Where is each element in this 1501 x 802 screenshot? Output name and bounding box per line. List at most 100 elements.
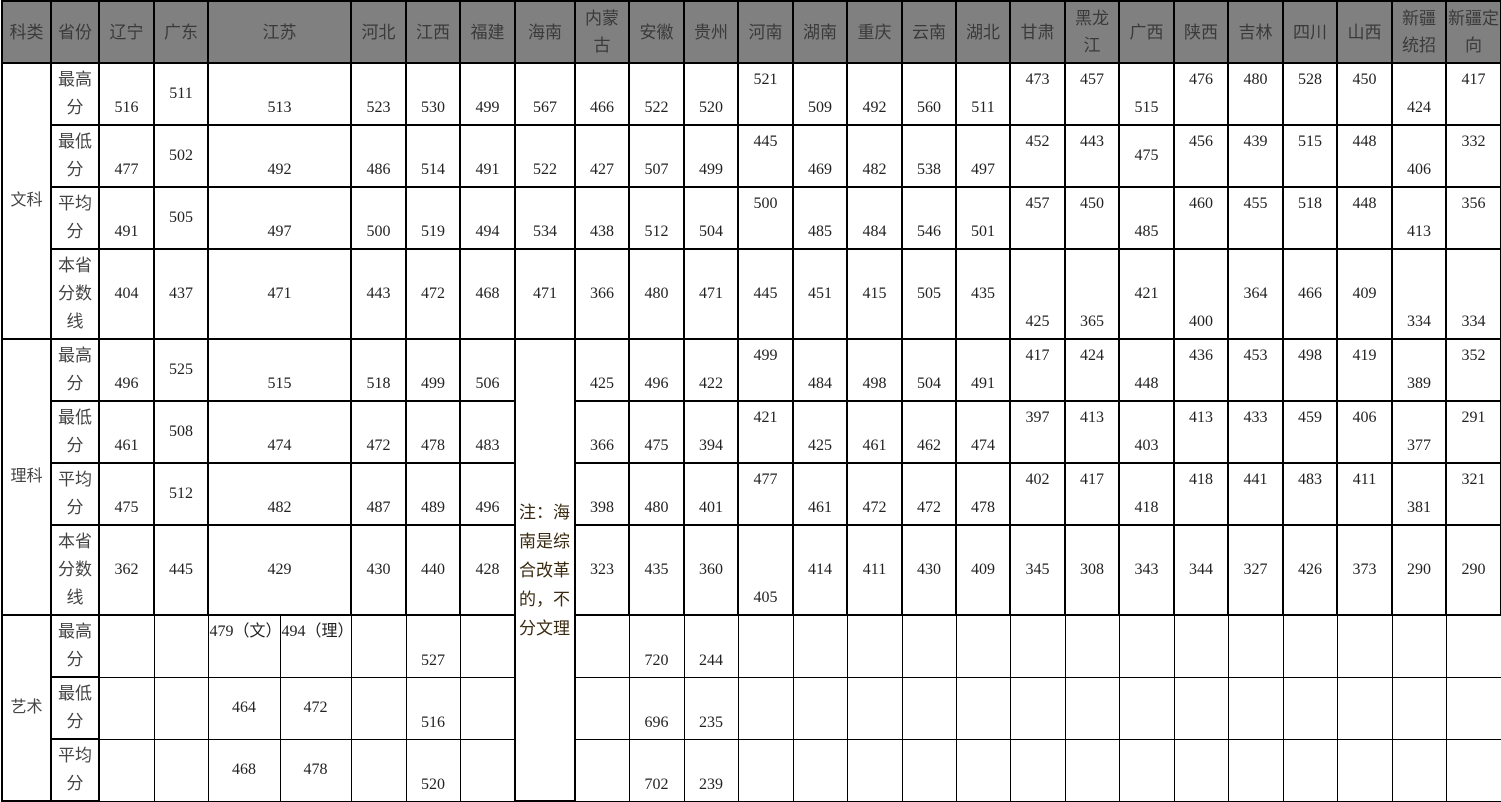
score-cell: 460 <box>1173 186 1229 250</box>
score-cell: 538 <box>901 124 957 188</box>
score-cell: 411 <box>846 524 903 616</box>
score-cell: 435 <box>955 248 1011 340</box>
score-cell-jiangsu-li: 478 <box>279 738 352 802</box>
score-cell: 436 <box>1173 338 1229 402</box>
score-cell <box>350 676 407 740</box>
score-cell <box>792 738 848 802</box>
table-row: 本省分数线 404 437 471 443 472 468 471 366 480 471 445 45… <box>2 248 1501 340</box>
score-cell: 508 <box>153 400 209 464</box>
score-cell: 496 <box>628 338 685 402</box>
score-cell: 425 <box>574 338 630 402</box>
score-cell: 405 <box>737 524 794 616</box>
score-cell: 504 <box>683 186 739 250</box>
score-cell: 507 <box>628 124 685 188</box>
score-cell: 511 <box>955 62 1011 126</box>
score-cell <box>1336 676 1393 740</box>
score-cell: 534 <box>514 186 576 250</box>
score-cell: 505 <box>901 248 957 340</box>
header-province-16: 黑龙江 <box>1064 0 1120 64</box>
score-cell <box>1391 738 1447 802</box>
score-cell: 702 <box>628 738 685 802</box>
score-cell: 499 <box>683 124 739 188</box>
row-label: 最低分 <box>50 400 100 464</box>
score-cell-jiangsu-li: 494（理） <box>279 614 352 678</box>
score-cell: 505 <box>153 186 209 250</box>
hainan-note: 注：海南是综合改革的，不分文理 <box>514 338 576 802</box>
score-cell: 451 <box>792 248 848 340</box>
score-cell: 448 <box>1336 186 1393 250</box>
score-cell: 500 <box>350 186 407 250</box>
score-cell: 477 <box>737 462 794 526</box>
header-province-22: 新疆统招 <box>1391 0 1447 64</box>
score-cell <box>1173 676 1229 740</box>
score-cell: 492 <box>207 124 352 188</box>
header-province-10: 河南 <box>737 0 794 64</box>
score-cell: 364 <box>1227 248 1284 340</box>
header-province-4: 江西 <box>405 0 461 64</box>
score-cell: 426 <box>1282 524 1338 616</box>
score-cell: 428 <box>459 524 516 616</box>
score-cell: 483 <box>459 400 516 464</box>
score-cell: 476 <box>1173 62 1229 126</box>
score-cell: 327 <box>1227 524 1284 616</box>
score-cell-jiangsu-wen: 479（文） <box>207 614 281 678</box>
score-cell: 525 <box>153 338 209 402</box>
score-cell: 425 <box>792 400 848 464</box>
header-subject: 科类 <box>1 0 52 64</box>
score-cell: 471 <box>683 248 739 340</box>
score-cell: 516 <box>405 676 461 740</box>
header-province-2: 江苏 <box>207 0 352 64</box>
score-cell <box>574 738 630 802</box>
score-cell: 418 <box>1118 462 1175 526</box>
score-cell: 401 <box>683 462 739 526</box>
score-cell <box>459 738 516 802</box>
score-cell: 489 <box>405 462 461 526</box>
score-cell: 494 <box>459 186 516 250</box>
score-cell: 239 <box>683 738 739 802</box>
score-cell: 362 <box>98 524 155 616</box>
header-province-21: 山西 <box>1336 0 1393 64</box>
score-cell: 425 <box>1009 248 1066 340</box>
score-cell: 461 <box>846 400 903 464</box>
score-cell: 522 <box>628 62 685 126</box>
score-cell: 513 <box>207 62 352 126</box>
score-cell <box>1445 614 1501 678</box>
score-cell: 308 <box>1064 524 1120 616</box>
score-cell: 515 <box>207 338 352 402</box>
score-cell: 235 <box>683 676 739 740</box>
score-cell: 475 <box>628 400 685 464</box>
score-cell: 402 <box>1009 462 1066 526</box>
table-row: 平均分 475 512 482 487 489 496 398 480 401 477 461 472 4… <box>2 462 1501 526</box>
score-cell <box>1282 738 1338 802</box>
row-label: 最低分 <box>50 124 100 188</box>
score-cell: 498 <box>1282 338 1338 402</box>
score-cell: 381 <box>1391 462 1447 526</box>
score-cell <box>1282 676 1338 740</box>
score-cell <box>574 614 630 678</box>
score-cell <box>459 676 516 740</box>
score-cell <box>1118 614 1175 678</box>
score-cell <box>792 614 848 678</box>
score-cell: 413 <box>1391 186 1447 250</box>
score-cell <box>1227 614 1284 678</box>
score-cell <box>1227 738 1284 802</box>
score-cell: 406 <box>1391 124 1447 188</box>
score-cell: 365 <box>1064 248 1120 340</box>
score-cell: 528 <box>1282 62 1338 126</box>
score-cell: 457 <box>1064 62 1120 126</box>
score-cell: 514 <box>405 124 461 188</box>
score-cell: 482 <box>207 462 352 526</box>
score-cell: 406 <box>1336 400 1393 464</box>
table-row: 艺术 最高分 479（文） 494（理） 527 720 244 <box>1 614 1501 802</box>
score-cell: 409 <box>955 524 1011 616</box>
score-cell: 472 <box>901 462 957 526</box>
score-cell: 478 <box>955 462 1011 526</box>
score-cell: 461 <box>792 462 848 526</box>
score-cell: 462 <box>901 400 957 464</box>
score-cell: 472 <box>846 462 903 526</box>
score-cell: 567 <box>514 62 576 126</box>
score-cell: 527 <box>405 614 461 678</box>
score-cell-jiangsu-li: 472 <box>279 676 352 740</box>
score-cell: 471 <box>514 248 576 340</box>
table-row: 文科 最高分 516 511 513 523 530 499 567 466 522 520 521 50… <box>1 62 1501 340</box>
